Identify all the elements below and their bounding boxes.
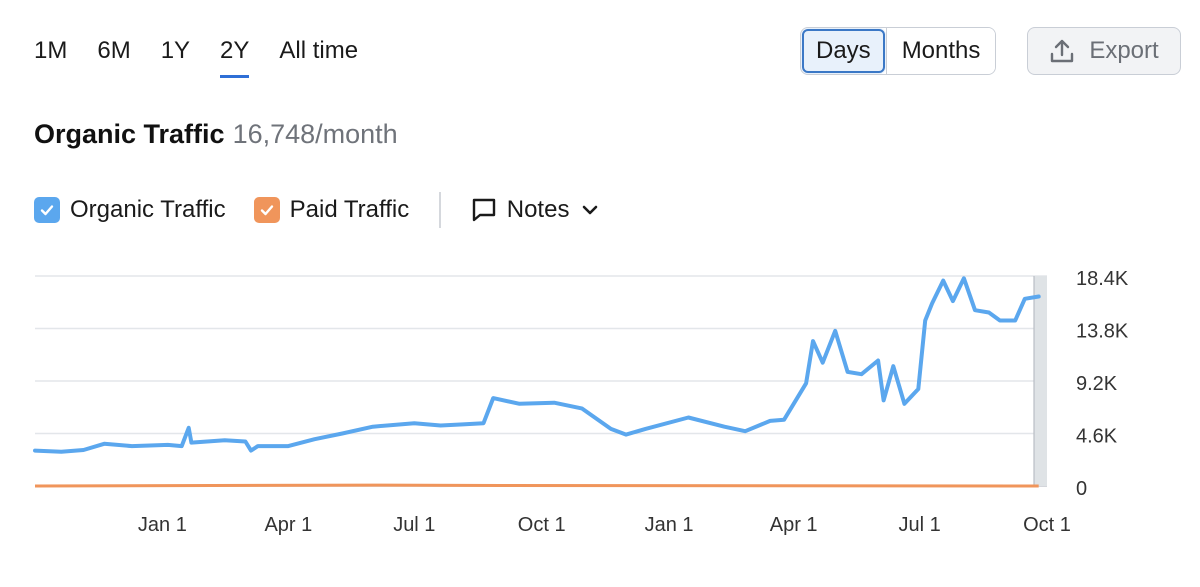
x-tick-label: Oct 1 — [1023, 514, 1071, 536]
y-tick-label: 0 — [1076, 478, 1087, 500]
range-tab-1m[interactable]: 1M — [34, 37, 68, 64]
y-tick-label: 4.6K — [1076, 426, 1118, 448]
legend-organic-label: Organic Traffic — [70, 196, 226, 223]
notes-label: Notes — [506, 196, 570, 223]
range-tab-1y[interactable]: 1Y — [160, 37, 191, 64]
chevron-down-icon — [583, 205, 598, 215]
comment-icon — [472, 198, 495, 222]
series-line-organic-traffic — [33, 276, 1041, 454]
x-tick-label: Jul 1 — [393, 514, 435, 536]
x-tick-label: Jul 1 — [899, 514, 941, 536]
chart-legend: Organic Traffic Paid Traffic Notes — [34, 192, 599, 228]
traffic-line-chart: 0 4.6K 9.2K 13.8K 18.4K Jan 1 Apr 1 Jul 1 Oct 1 J… — [33, 268, 1129, 536]
notes-dropdown[interactable]: Notes — [471, 196, 600, 224]
title-value: 16,748/month — [232, 119, 398, 149]
y-tick-label: 18.4K — [1076, 268, 1129, 290]
x-tick-label: Jan 1 — [138, 514, 187, 536]
days-button[interactable]: Days — [801, 28, 886, 74]
paid-checkbox-icon[interactable] — [253, 197, 280, 223]
legend-paid-label: Paid Traffic — [289, 196, 410, 223]
x-tick-label: Apr 1 — [770, 514, 818, 536]
legend-organic-traffic[interactable]: Organic Traffic — [34, 196, 226, 224]
title-metric: Organic Traffic — [34, 119, 225, 149]
date-range-tabs: 1M 6M 1Y 2Y All time — [34, 36, 388, 78]
organic-checkbox-icon[interactable] — [34, 197, 60, 223]
upload-icon — [1051, 39, 1074, 63]
current-period-band — [1034, 276, 1047, 486]
chart-title: Organic Traffic 16,748/month — [34, 117, 398, 151]
series-line-paid-traffic — [34, 483, 1039, 488]
export-label: Export — [1089, 37, 1159, 64]
y-tick-label: 13.8K — [1076, 321, 1129, 343]
x-tick-label: Oct 1 — [518, 514, 566, 536]
legend-divider — [439, 192, 441, 228]
x-tick-label: Apr 1 — [264, 514, 312, 536]
legend-paid-traffic[interactable]: Paid Traffic — [253, 196, 410, 224]
months-button[interactable]: Months — [885, 28, 996, 74]
granularity-toggle: Days Months — [800, 27, 997, 75]
y-tick-label: 9.2K — [1076, 373, 1118, 395]
range-tab-2y[interactable]: 2Y — [220, 36, 250, 78]
range-tab-all-time[interactable]: All time — [279, 37, 359, 64]
range-tab-6m[interactable]: 6M — [97, 37, 131, 64]
export-button[interactable]: Export — [1027, 27, 1181, 75]
x-tick-label: Jan 1 — [645, 514, 694, 536]
